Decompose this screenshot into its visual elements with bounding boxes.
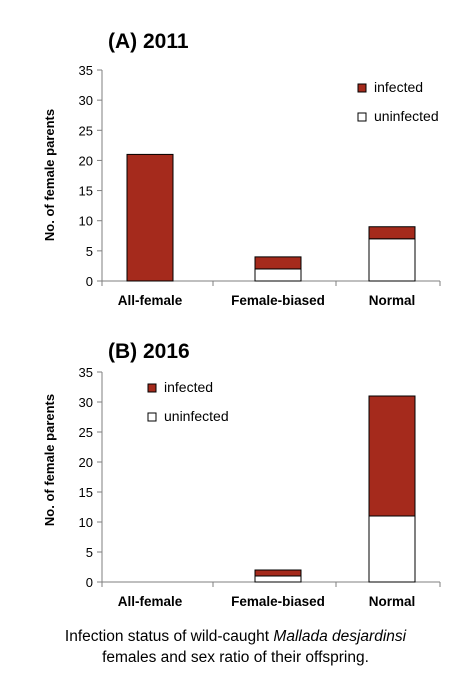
y-axis-title: No. of female parents bbox=[42, 109, 57, 241]
panel-b-2016: (B) 2016 No. of female parents 0 5 10 15 20 25 3… bbox=[42, 340, 441, 609]
y-axis-title: No. of female parents bbox=[42, 394, 57, 526]
legend-label: uninfected bbox=[374, 108, 439, 124]
y-tick-label: 5 bbox=[86, 545, 93, 560]
bar-uninfected bbox=[368, 238, 416, 282]
legend-label: uninfected bbox=[164, 408, 229, 424]
bar-infected bbox=[126, 153, 174, 282]
y-tick-label: 15 bbox=[79, 184, 93, 199]
panel-a-2011: (A) 2011 No. of female parents 0 5 10 15 20 25 3… bbox=[42, 30, 441, 308]
y-tick-label: 35 bbox=[79, 63, 93, 78]
bar-infected bbox=[254, 256, 302, 270]
y-tick-label: 25 bbox=[79, 425, 93, 440]
legend-swatch bbox=[147, 383, 157, 393]
y-tick-label: 5 bbox=[86, 244, 93, 259]
x-tick-label: Female-biased bbox=[231, 594, 325, 609]
y-tick-label: 30 bbox=[79, 395, 93, 410]
x-tick-label: Normal bbox=[369, 594, 416, 609]
legend-label: infected bbox=[374, 79, 423, 95]
legend-swatch bbox=[357, 83, 367, 93]
y-tick-label: 20 bbox=[79, 153, 93, 168]
bar-uninfected bbox=[254, 268, 302, 282]
legend-swatch bbox=[147, 412, 157, 422]
bar-infected bbox=[368, 395, 416, 517]
y-tick-label: 15 bbox=[79, 485, 93, 500]
y-tick-label: 25 bbox=[79, 123, 93, 138]
legend-swatch bbox=[357, 112, 367, 122]
y-tick-label: 35 bbox=[79, 365, 93, 380]
legend-label: infected bbox=[164, 379, 213, 395]
bar-uninfected bbox=[368, 515, 416, 583]
y-tick-label: 0 bbox=[86, 575, 93, 590]
figure: (A) 2011 No. of female parents 0 5 10 15 20 25 3… bbox=[42, 30, 441, 609]
y-tick-label: 10 bbox=[79, 214, 93, 229]
chart-title: (B) 2016 bbox=[108, 340, 190, 363]
figure-caption: Infection status of wild-caught Mallada … bbox=[0, 626, 471, 668]
caption-line2: females and sex ratio of their offspring… bbox=[102, 649, 369, 666]
caption-species: Mallada desjardinsi bbox=[273, 628, 407, 645]
x-tick-label: All-female bbox=[118, 594, 183, 609]
y-tick-label: 20 bbox=[79, 455, 93, 470]
y-tick-label: 10 bbox=[79, 515, 93, 530]
chart-title: (A) 2011 bbox=[108, 30, 189, 53]
bar-uninfected bbox=[254, 575, 302, 583]
y-tick-label: 30 bbox=[79, 93, 93, 108]
x-tick-label: Normal bbox=[369, 293, 416, 308]
y-tick-label: 0 bbox=[86, 274, 93, 289]
bar-infected bbox=[254, 569, 302, 577]
x-tick-label: All-female bbox=[118, 293, 183, 308]
x-tick-label: Female-biased bbox=[231, 293, 325, 308]
bar-infected bbox=[368, 226, 416, 240]
caption-prefix: Infection status of wild-caught bbox=[64, 628, 274, 645]
